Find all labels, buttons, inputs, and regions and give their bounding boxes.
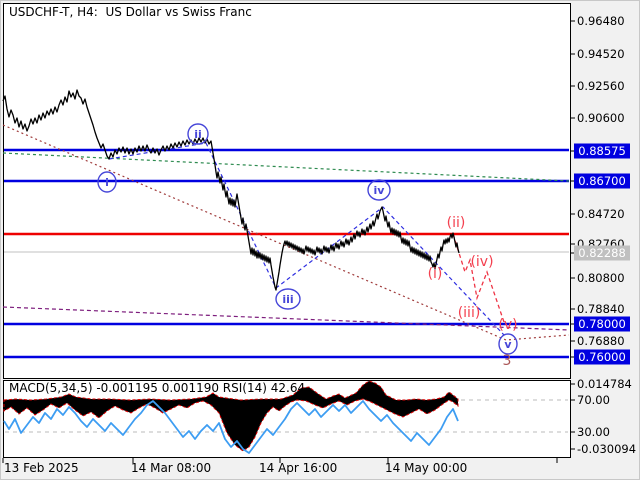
y-axis-badge xyxy=(574,173,630,189)
y-axis-label: -0.030094 xyxy=(577,442,636,456)
x-axis-label: 13 Feb 2025 xyxy=(4,461,79,475)
y-axis-label: 0.94520 xyxy=(577,47,625,61)
wave-label-minute-i: i xyxy=(105,176,109,189)
wave-label-minute-iv: iv xyxy=(374,184,386,197)
y-axis-label: 0.92560 xyxy=(577,79,625,93)
wave-label-minute-iii: iii xyxy=(282,293,293,306)
y-axis-badge-label: 0.76000 xyxy=(578,350,626,364)
y-axis-badge-label: 0.82288 xyxy=(578,246,626,260)
macd-histogram xyxy=(3,380,459,452)
y-axis-badge xyxy=(574,349,630,365)
x-axis-label: 14 May 00:00 xyxy=(385,461,467,475)
x-axis-label: 14 Mar 08:00 xyxy=(131,461,211,475)
y-axis-badge-label: 0.86700 xyxy=(578,174,626,188)
y-axis-label: 0.014784 xyxy=(577,377,632,391)
wave-circle-ii xyxy=(187,123,209,145)
y-axis-badge xyxy=(574,316,630,332)
wave-label-minute-v: v xyxy=(504,338,512,351)
y-axis-label: 0.84720 xyxy=(577,207,625,221)
y-axis-label: 0.96480 xyxy=(577,14,625,28)
wave-circle-iii xyxy=(275,288,301,310)
trendline-green xyxy=(2,152,570,182)
y-axis-label: 30.00 xyxy=(577,425,610,439)
y-axis-badge xyxy=(574,143,630,159)
wave-label-minuette: (iii) xyxy=(458,305,481,321)
y-axis-label: 0.80800 xyxy=(577,271,625,285)
indicator-legend: MACD(5,34,5) -0.001195 0.001190 RSI(14) … xyxy=(9,381,306,395)
wave-label-major: 3 xyxy=(503,353,512,369)
wave-label-minuette: (ii) xyxy=(447,215,466,231)
price-panel xyxy=(3,3,571,379)
wave-path-blue xyxy=(108,142,505,336)
wave-circle-iv xyxy=(367,179,391,201)
y-axis-label: 0.90600 xyxy=(577,111,625,125)
y-axis-label: 70.00 xyxy=(577,393,610,407)
rsi-line xyxy=(3,400,459,454)
wave-label-minuette: (i) xyxy=(428,266,443,282)
wave-label-minuette: (iv) xyxy=(470,254,493,270)
forecast-path-red xyxy=(452,233,506,326)
wave-circle-v xyxy=(498,333,518,355)
y-axis-badge xyxy=(574,245,630,261)
y-axis-label: 0.76880 xyxy=(577,334,625,348)
y-axis-badge-label: 0.88575 xyxy=(578,144,626,158)
chart-title: USDCHF-T, H4: US Dollar vs Swiss Franc xyxy=(9,5,252,19)
indicator-panel xyxy=(3,380,571,458)
y-axis-badge-label: 0.78000 xyxy=(578,317,626,331)
y-axis-label: 0.78840 xyxy=(577,302,625,316)
trendline-purple xyxy=(2,306,570,331)
price-line xyxy=(2,89,460,291)
wave-label-minute-ii: ii xyxy=(194,128,202,141)
wave-circle-i xyxy=(97,171,117,193)
x-axis-label: 14 Apr 16:00 xyxy=(259,461,337,475)
wave-label-minuette: (v) xyxy=(498,317,517,333)
